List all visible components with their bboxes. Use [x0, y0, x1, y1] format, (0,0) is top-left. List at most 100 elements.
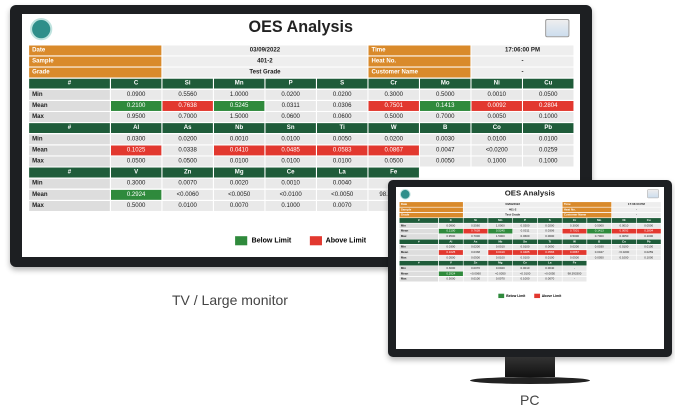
- cell: <0.0100: [264, 188, 317, 201]
- row-label: Mean: [28, 188, 111, 201]
- cell: 0.2100: [438, 228, 464, 235]
- cell: 0.3000: [109, 177, 163, 190]
- cell: 0.9500: [109, 110, 163, 124]
- info-value: -: [470, 66, 575, 79]
- data-row: Min 0.0900 0.5560 1.0000 0.0200 0.0200 0.3000 0…: [28, 88, 575, 101]
- info-row: Date 03/09/2022 Time 17:06:00 PM: [28, 44, 575, 57]
- cell: 0.5000: [367, 110, 420, 124]
- cell: 0.0306: [315, 99, 369, 112]
- cell: 0.0100: [264, 155, 317, 168]
- cell: 0.0070: [487, 276, 513, 283]
- data-row: Mean 0.1025 0.0338 0.0410 0.0485 0.0583 0.0867…: [28, 144, 575, 157]
- row-label: Max: [28, 110, 111, 124]
- column-header: P: [264, 77, 317, 90]
- cell: 0.7638: [161, 99, 214, 112]
- cell: 0.0050: [315, 133, 369, 146]
- cell: 0.1000: [512, 276, 538, 283]
- info-value: 17:06:00 PM: [611, 201, 662, 208]
- column-header: S: [537, 217, 563, 224]
- cell: 0.0030: [418, 133, 472, 146]
- row-label: Min: [28, 133, 111, 146]
- column-header: Mn: [487, 217, 513, 224]
- cell: 0.0200: [264, 88, 317, 101]
- cell: 0.0047: [418, 144, 472, 157]
- column-header: Cr: [367, 77, 420, 90]
- cell: 0.7000: [161, 110, 214, 124]
- title: OES Analysis: [248, 19, 353, 37]
- row-label: Max: [28, 155, 111, 168]
- column-header: Co: [470, 122, 524, 135]
- cell: 0.0867: [367, 144, 420, 157]
- logo: [30, 18, 53, 41]
- cell: 0.0500: [367, 155, 420, 168]
- cell: 0.5560: [161, 88, 214, 101]
- cell: 1.5000: [212, 110, 266, 124]
- cell: 0.0100: [470, 133, 524, 146]
- info-label: Customer Name: [367, 66, 472, 79]
- column-header: Ti: [315, 122, 369, 135]
- cell: <0.0060: [161, 188, 214, 201]
- cell: 0.0200: [367, 133, 420, 146]
- cell: 0.0200: [161, 133, 214, 146]
- cell: 0.7000: [418, 110, 472, 124]
- cell: 0.0410: [212, 144, 266, 157]
- cell: 0.0070: [537, 276, 563, 283]
- cell: 0.2924: [438, 270, 464, 277]
- row-label: Max: [398, 276, 439, 283]
- column-header: #: [28, 77, 111, 90]
- column-header: #: [28, 166, 111, 179]
- cell: 0.0100: [487, 254, 513, 261]
- header-row: # V Zn Mg Ce La Fe: [28, 166, 574, 179]
- column-header: Al: [109, 122, 163, 135]
- legend-item: Above Limit: [309, 236, 366, 246]
- pc-screen: OES Analysis Date 03/09/2022 Time 17:06:00 P…: [396, 187, 664, 349]
- cell: 0.0500: [521, 88, 575, 101]
- cell: 0.0583: [315, 144, 369, 157]
- cell: 0.1025: [109, 144, 163, 157]
- column-header: W: [367, 122, 420, 135]
- oes-ui: OES Analysis Date 03/09/2022 Time 17:06:00 P…: [396, 187, 664, 303]
- cell: 0.0010: [470, 88, 524, 101]
- cell: 0.0500: [109, 155, 163, 168]
- pc-stand: [505, 357, 555, 377]
- info-label: Heat No.: [367, 55, 472, 68]
- cell: 0.0020: [212, 177, 266, 190]
- cell: 0.0100: [521, 133, 575, 146]
- cell: -: [561, 276, 588, 283]
- results-table: Date 03/09/2022 Time 17:06:00 PM Sample 401-2…: [398, 201, 662, 283]
- info-label: Date: [28, 44, 163, 57]
- cell: 0.0338: [161, 144, 214, 157]
- header-row: # Al As Nb Sn Ti W B Co Pb: [28, 122, 575, 135]
- column-header: As: [161, 122, 214, 135]
- legend-swatch: [235, 236, 248, 246]
- data-row: Min 0.0300 0.0200 0.0010 0.0100 0.0050 0.0200 0…: [28, 133, 575, 146]
- cell: <0.0050: [487, 270, 513, 277]
- title: OES Analysis: [504, 189, 555, 198]
- column-header: C: [109, 77, 163, 90]
- cell: 0.3000: [367, 88, 420, 101]
- legend-swatch: [309, 236, 322, 246]
- cell: 0.0092: [470, 99, 524, 112]
- info-value: 03/09/2022: [161, 44, 369, 57]
- info-row: Grade Test Grade Customer Name -: [398, 212, 662, 219]
- column-header: Nb: [212, 122, 266, 135]
- cell: 0.5000: [438, 276, 464, 283]
- data-row: Mean 0.2100 0.7638 0.5245 0.0311 0.0306 0.7501…: [28, 99, 575, 112]
- info-value: -: [470, 55, 575, 68]
- cell: 0.1413: [418, 99, 472, 112]
- cell: <0.0050: [212, 188, 266, 201]
- cell: 0.0306: [537, 228, 563, 235]
- logo: [399, 188, 411, 200]
- column-header: Pb: [521, 122, 575, 135]
- legend-item: Above Limit: [534, 293, 561, 299]
- info-value: 401-2: [161, 55, 369, 68]
- column-header: Ce: [264, 166, 317, 179]
- cell: 0.0100: [161, 199, 214, 212]
- cell: 0.0100: [212, 155, 266, 168]
- legend-swatch: [534, 293, 540, 299]
- app-icon: [647, 189, 659, 199]
- cell: 0.0050: [470, 110, 524, 124]
- legend-item: Below Limit: [498, 293, 525, 299]
